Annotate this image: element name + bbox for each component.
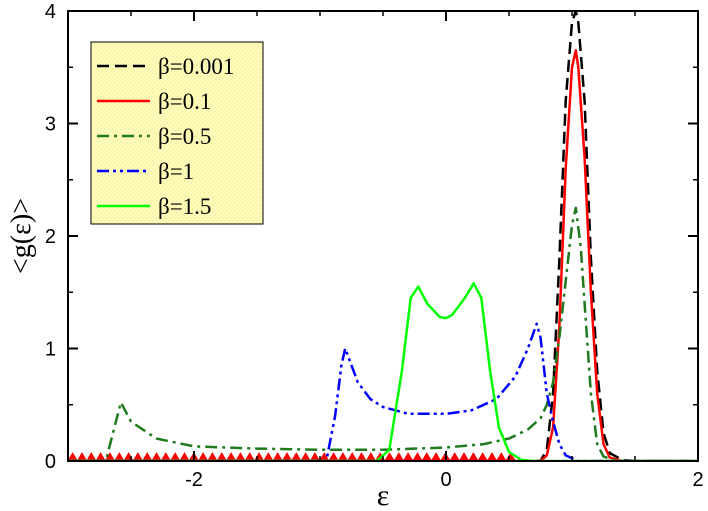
series-line-1	[68, 49, 698, 461]
series-line-2	[68, 206, 698, 461]
legend-label-4: β=1.5	[158, 194, 211, 219]
y-tick-label-3: 3	[45, 114, 56, 136]
legend-label-1: β=0.1	[158, 89, 211, 114]
ticks-layer: -2 0 2 0 1 2 3 4	[45, 1, 704, 491]
legend-box	[90, 41, 264, 225]
x-tick-label-2: 2	[692, 469, 703, 491]
x-tick-label-0: -2	[185, 469, 203, 491]
y-tick-label-2: 2	[45, 226, 56, 248]
x-axis-title: ε	[377, 479, 390, 511]
x-tick-label-1: 0	[440, 469, 451, 491]
series-layer	[68, 11, 698, 461]
series-line-4	[68, 282, 698, 461]
y-axis-title: <g(ε)>	[6, 198, 37, 274]
legend-label-3: β=1	[158, 159, 194, 184]
legend-label-2: β=0.5	[158, 124, 211, 149]
series-line-3	[68, 322, 698, 461]
y-tick-label-4: 4	[45, 1, 56, 23]
y-tick-label-1: 1	[45, 339, 56, 361]
legend: β=0.001 β=0.1 β=0.5 β=1 β=1.5	[90, 41, 264, 225]
y-tick-label-0: 0	[45, 451, 56, 473]
legend-label-0: β=0.001	[158, 54, 234, 79]
